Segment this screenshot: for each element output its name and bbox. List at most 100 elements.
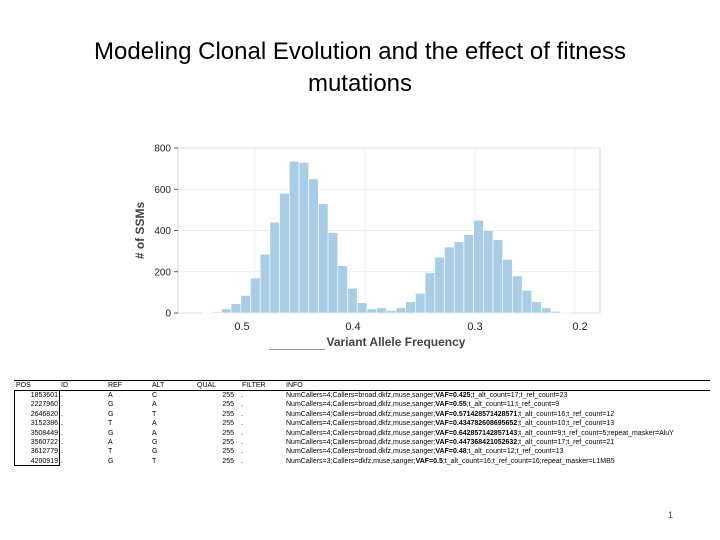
y-tick-label: 0 (165, 309, 171, 320)
vcf-info-part: ;t_alt_count=16;t_ref_count=12 (517, 410, 615, 418)
vcf-id: . (61, 420, 63, 428)
vcf-info-part: NumCallers=4;Callers=broad,dkfz,muse,san… (286, 448, 436, 456)
vcf-info-part: ;t_alt_count=11;t_ref_count=9 (466, 401, 560, 409)
vcf-info-part: ;t_alt_count=16;t_ref_count=16;repeat_ma… (442, 457, 615, 465)
vcf-info-part: ;t_alt_count=17;t_ref_count=23 (470, 392, 568, 399)
vcf-filter: . (241, 392, 243, 399)
vcf-filter: . (241, 410, 243, 418)
histogram-bar (347, 287, 358, 314)
vcf-info-vaf: VAF=0.55 (435, 401, 467, 409)
vcf-ref: G (108, 401, 114, 409)
vcf-qual: 255 (222, 438, 234, 446)
x-tick-label: 0.2 (572, 321, 587, 333)
vcf-row: 1853601. A C 255. NumCallers=4;Callers=broad… (14, 391, 710, 400)
vcf-info-part: NumCallers=4;Callers=broad,dkfz,muse,san… (286, 420, 436, 428)
vcf-header-row: POS ID REF ALT QUAL FILTER INFO (14, 380, 710, 391)
histogram-bar (298, 162, 309, 314)
histogram-bar (318, 203, 329, 314)
vcf-filter: . (241, 438, 243, 446)
vcf-row: 2646820. G T 255. NumCallers=4;Callers=broad… (14, 410, 710, 419)
vcf-pos: 2646820 (30, 410, 58, 418)
vcf-row: 3612779. T G 255. NumCallers=4;Callers=broad… (14, 447, 710, 456)
vcf-ref: A (108, 392, 113, 399)
pos-column-box (14, 391, 60, 466)
histogram-bar (492, 239, 503, 314)
vcf-alt: T (152, 410, 157, 418)
histogram-bar (541, 307, 552, 314)
vcf-filter: . (241, 448, 243, 456)
vcf-info-vaf: VAF=0.425 (435, 392, 471, 399)
vcf-filter: . (241, 420, 243, 428)
vcf-info-vaf: VAF=0.5 (415, 457, 443, 465)
histogram-bar (289, 161, 300, 314)
histogram-bar (230, 303, 242, 314)
vaf-histogram: 0 200 400 600 800 0.5 0.4 0.3 0.2 Variant Allele … (130, 138, 605, 350)
histogram-bar (550, 311, 562, 314)
header-filter: FILTER (242, 382, 266, 389)
vcf-row: 3152386. T A 255. NumCallers=4;Callers=broad… (14, 419, 710, 428)
vcf-info-vaf: VAF=0.48 (435, 448, 467, 456)
vcf-info-part: NumCallers=4;Callers=broad,dkfz,muse,san… (286, 401, 436, 409)
vcf-alt: A (152, 420, 157, 428)
vcf-pos: 1853601 (30, 392, 58, 399)
histogram-bar (560, 312, 571, 314)
vcf-info: NumCallers=4;Callers=broad,dkfz,muse,san… (286, 391, 567, 400)
histogram-bar (521, 290, 533, 314)
y-axis-label: # of SSMs (133, 202, 147, 260)
vcf-id: . (61, 410, 63, 418)
vcf-info-vaf: VAF=0.447368421052632 (435, 438, 518, 446)
vcf-qual: 255 (222, 448, 234, 456)
vcf-row: 3508449. G A 255. NumCallers=4;Callers=broad… (14, 429, 710, 438)
histogram-bar (424, 272, 436, 314)
vcf-info-vaf: VAF=0.434782608695652 (435, 420, 518, 428)
x-tick-label: 0.4 (345, 321, 360, 333)
histogram-bar (250, 277, 261, 314)
vcf-filter: . (241, 401, 243, 409)
y-tick-label: 800 (154, 144, 171, 155)
vcf-info: NumCallers=4;Callers=broad,dkfz,muse,san… (286, 419, 614, 428)
vcf-pos: 3152386 (30, 420, 58, 428)
vcf-filter: . (241, 457, 243, 465)
vcf-alt: C (152, 392, 158, 399)
vcf-pos: 4200919 (30, 457, 58, 465)
histogram-bar (512, 275, 523, 314)
vcf-row: 4200919. G T 255. NumCallers=3;Callers=dkfz,… (14, 457, 710, 466)
vcf-qual: 255 (222, 457, 234, 465)
histogram-bar (415, 293, 426, 314)
vcf-info: NumCallers=4;Callers=broad,dkfz,muse,san… (286, 438, 614, 447)
header-pos: POS (16, 382, 31, 389)
histogram-bar (473, 219, 484, 314)
vcf-qual: 255 (222, 392, 234, 399)
vcf-row: 2227960. G A 255. NumCallers=4;Callers=broad… (14, 400, 710, 409)
vcf-alt: G (152, 448, 158, 456)
histogram-bar (463, 234, 474, 314)
vcf-id: . (61, 401, 63, 409)
vcf-pos: 3508449 (30, 429, 58, 437)
vcf-ref: T (108, 420, 113, 428)
vcf-info: NumCallers=4;Callers=broad,dkfz,muse,san… (286, 400, 559, 409)
vcf-info-part: ;t_alt_count=9;t_ref_count=5;repeat_mask… (517, 429, 674, 437)
vcf-pos: 2227960 (30, 401, 58, 409)
page-number: 1 (668, 510, 674, 520)
vcf-id: . (61, 438, 63, 446)
histogram-bar (395, 307, 406, 314)
histogram-bar (240, 295, 251, 314)
vcf-ref: T (108, 448, 113, 456)
x-axis-label: Variant Allele Frequency (327, 335, 466, 349)
histogram-bar (356, 302, 368, 314)
vcf-info: NumCallers=4;Callers=broad,dkfz,muse,san… (286, 429, 674, 438)
vcf-alt: T (152, 457, 157, 465)
histogram-bar (502, 259, 513, 314)
vcf-info-part: NumCallers=4;Callers=broad,dkfz,muse,san… (286, 410, 436, 418)
histogram-bar (366, 308, 377, 314)
y-tick-label: 200 (154, 267, 171, 278)
underline-decoration (269, 349, 325, 350)
vcf-info-part: NumCallers=4;Callers=broad,dkfz,muse,san… (286, 438, 436, 446)
vcf-info-part: NumCallers=4;Callers=broad,dkfz,muse,san… (286, 429, 436, 437)
histogram-bar (453, 241, 465, 314)
vcf-info-part: NumCallers=3;Callers=dkfz,muse,sanger; (286, 457, 416, 465)
vcf-info: NumCallers=4;Callers=broad,dkfz,muse,san… (286, 410, 614, 419)
y-tick-label: 400 (154, 226, 171, 237)
vcf-ref: G (108, 410, 114, 418)
x-tick-label: 0.5 (234, 321, 249, 333)
